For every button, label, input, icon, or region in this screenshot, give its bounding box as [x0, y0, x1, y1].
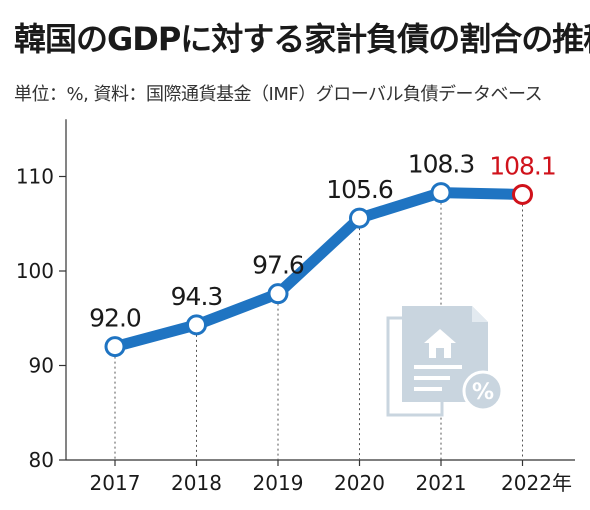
document-line	[414, 376, 450, 380]
axes: 80 90 100 110 2017 2018 2019 2020 2021 2022年	[16, 119, 575, 495]
chart-subtitle: 単位：%, 資料：国際通貨基金（IMF）グローバル負債データベース	[14, 84, 543, 105]
x-tick-label: 2018	[171, 471, 222, 495]
data-label: 97.6	[252, 251, 304, 280]
x-tick-label: 2021	[416, 471, 467, 495]
series-line	[109, 187, 528, 353]
data-point	[430, 182, 452, 204]
data-point	[104, 336, 126, 358]
x-tick-label: 2020	[334, 471, 385, 495]
y-tick-label: 90	[29, 354, 54, 378]
data-point	[186, 314, 207, 336]
percent-badge	[462, 370, 504, 412]
x-tick-label: 2019	[253, 471, 304, 495]
x-tick-label: 2017	[90, 471, 141, 495]
data-label: 94.3	[171, 282, 223, 311]
y-tick-label: 100	[16, 259, 54, 283]
house-icon	[424, 329, 456, 358]
data-point	[349, 207, 370, 229]
data-label: 105.6	[326, 175, 393, 204]
chart-title: 韓国のGDPに対する家計負債の割合の推移	[14, 20, 590, 58]
data-label: 108.3	[408, 150, 475, 179]
data-label: 92.0	[89, 304, 141, 333]
y-tick-label: 110	[16, 165, 54, 189]
percent-icon: %	[472, 380, 494, 405]
data-point	[267, 283, 289, 305]
y-tick-label: 80	[29, 448, 54, 472]
data-label: 108.1	[489, 151, 556, 180]
document-line	[414, 365, 462, 369]
document-house-percent-icon: %	[386, 306, 504, 417]
x-tick-label: 2022年	[501, 471, 572, 495]
document-fold	[472, 306, 488, 322]
document-line	[414, 387, 442, 391]
data-point	[512, 183, 533, 205]
